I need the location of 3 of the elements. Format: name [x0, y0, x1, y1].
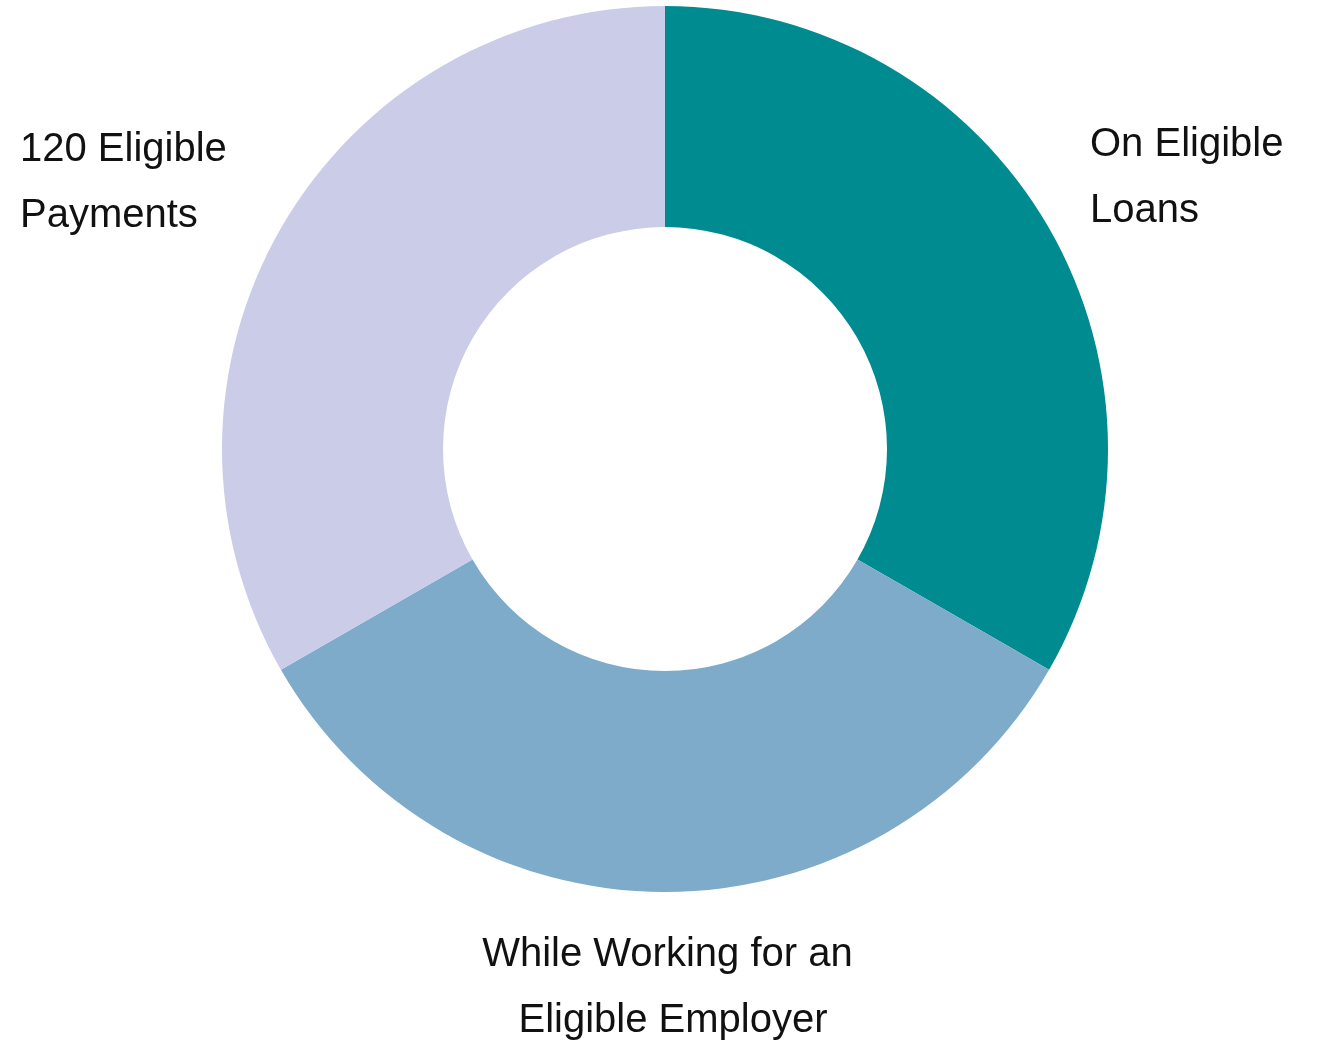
slice-label: While Working for an Eligible Employer [482, 930, 864, 1040]
slice-label: On Eligible Loans [1090, 120, 1295, 230]
slice-label: 120 Eligible Payments [20, 125, 238, 235]
